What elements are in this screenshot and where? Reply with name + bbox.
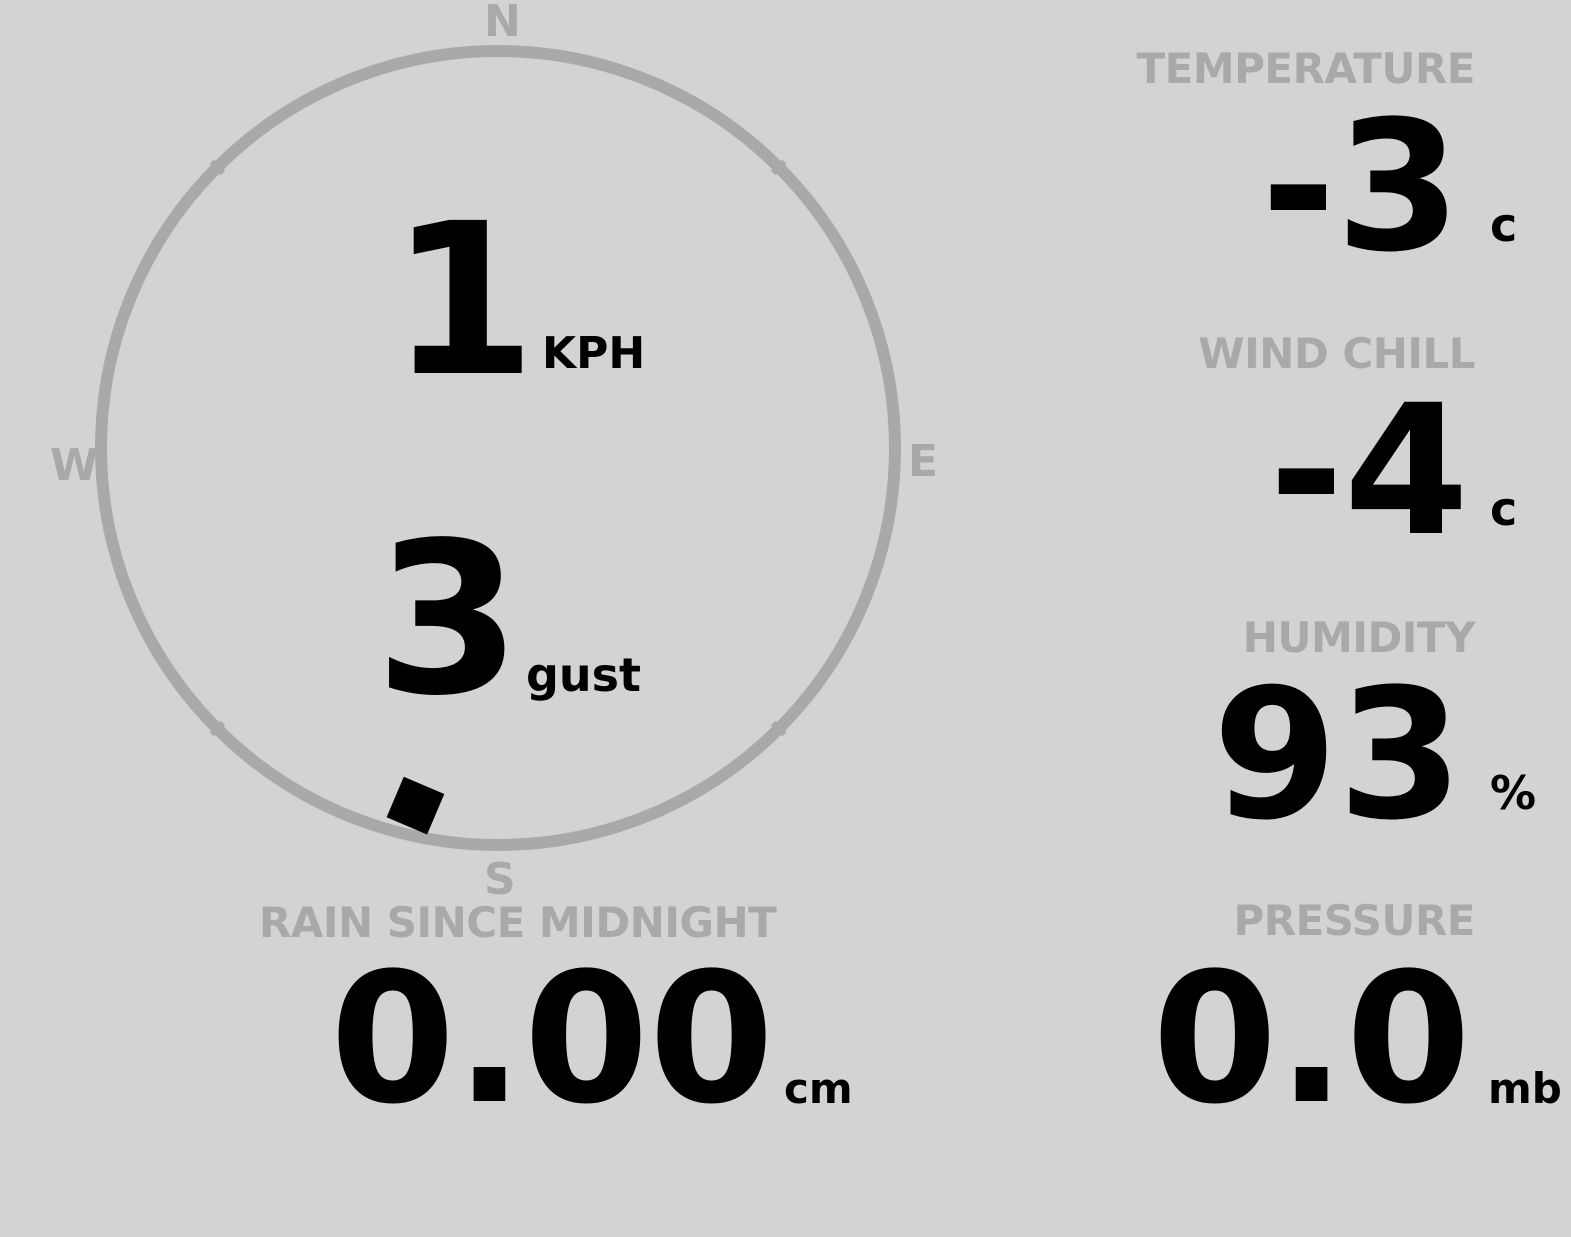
- humidity-unit: %: [1490, 766, 1537, 820]
- wind-chill-unit: c: [1490, 482, 1518, 536]
- compass-north: N: [484, 0, 521, 47]
- compass-ticks: [209, 159, 787, 737]
- wind-chill-value: -4: [1269, 367, 1469, 576]
- rain-label: RAIN SINCE MIDNIGHT: [259, 898, 777, 947]
- wind-speed-unit: KPH: [542, 328, 646, 379]
- compass-tick: [209, 720, 226, 737]
- humidity-label: HUMIDITY: [1242, 613, 1476, 662]
- compass-tick: [770, 720, 787, 737]
- compass-south: S: [484, 854, 516, 905]
- wind-compass: [95, 45, 901, 851]
- pressure-label: PRESSURE: [1233, 896, 1475, 945]
- pressure-card: PRESSURE: [1233, 900, 1475, 942]
- compass-east: E: [908, 436, 939, 487]
- temperature-card: TEMPERATURE: [1136, 44, 1476, 93]
- temperature-unit: c: [1490, 198, 1518, 252]
- wind-gust-value: 3: [375, 497, 522, 742]
- temperature-label: TEMPERATURE: [1136, 44, 1476, 93]
- wind-direction-indicator: [386, 776, 445, 835]
- compass-tick: [770, 159, 787, 176]
- compass-tick: [209, 159, 226, 176]
- compass-west: W: [50, 440, 99, 491]
- pressure-unit: mb: [1488, 1064, 1562, 1113]
- wind-chill-label: WIND CHILL: [1198, 329, 1475, 378]
- temperature-value: -3: [1261, 83, 1461, 292]
- wind-gust-unit: gust: [526, 648, 642, 702]
- rain-unit: cm: [784, 1064, 853, 1113]
- pressure-value: 0.0: [1152, 935, 1471, 1144]
- rain-value: 0.00: [330, 935, 775, 1144]
- wind-speed-value: 1: [390, 178, 537, 423]
- compass-ring: [95, 45, 901, 851]
- humidity-card: HUMIDITY: [1242, 613, 1476, 662]
- wind-chill-card: WIND CHILL: [1198, 333, 1475, 375]
- humidity-value: 93: [1212, 651, 1464, 860]
